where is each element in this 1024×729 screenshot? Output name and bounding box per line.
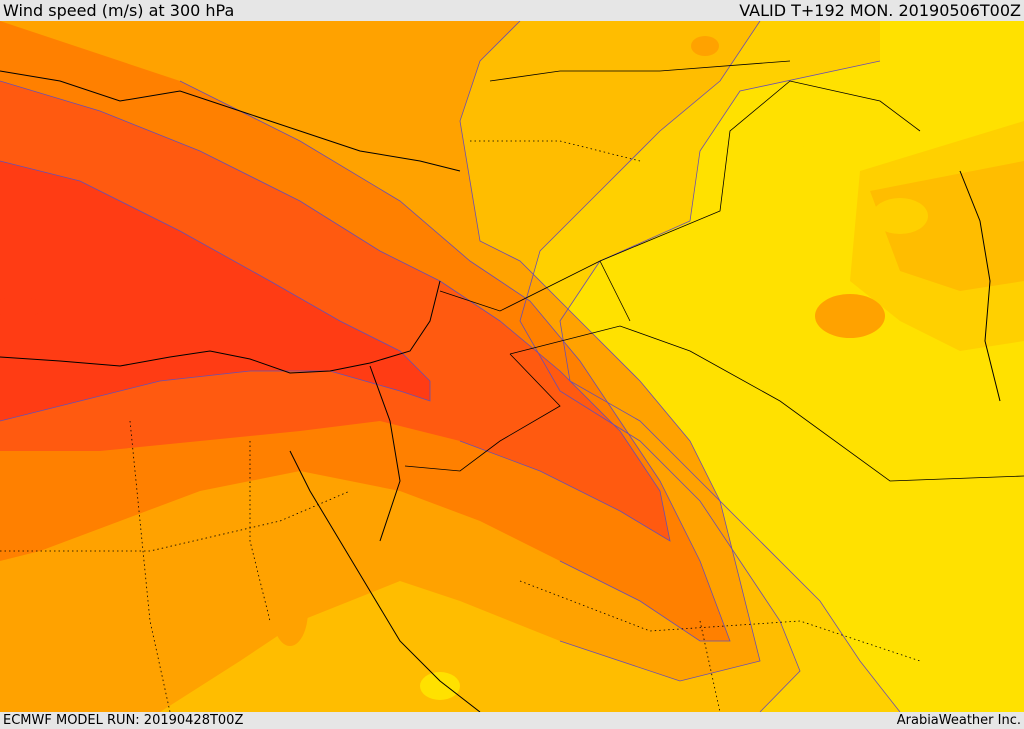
band-very-strong [0, 81, 670, 541]
model-run-label: ECMWF MODEL RUN: 20190428T00Z [3, 713, 244, 728]
contour-line [459, 21, 761, 682]
border-line [599, 260, 631, 322]
border-line [489, 60, 791, 82]
contour-line [0, 160, 431, 422]
coastline-gulf [959, 170, 1001, 402]
coastline-mediterranean-south [0, 280, 441, 374]
map-footer: ECMWF MODEL RUN: 20190428T00Z ArabiaWeat… [0, 712, 1024, 729]
weak-pocket [420, 672, 460, 700]
coastlines [0, 70, 1001, 712]
contour-line [0, 80, 671, 542]
weak-pocket [740, 118, 810, 154]
band-jet-core [0, 161, 430, 421]
map-title: Wind speed (m/s) at 300 hPa [3, 1, 235, 20]
border-line [439, 80, 921, 312]
contour-line [559, 60, 901, 712]
moderate-pocket [815, 294, 885, 338]
border-line [404, 353, 561, 472]
province-border [129, 420, 171, 712]
coastline-anatolia [0, 70, 461, 172]
wind-speed-map[interactable] [0, 21, 1024, 712]
coastline-sinai [369, 365, 401, 542]
province-border [470, 140, 641, 162]
map-header: Wind speed (m/s) at 300 hPa VALID T+192 … [0, 0, 1024, 21]
valid-time-label: VALID T+192 MON. 20190506T00Z [739, 1, 1021, 20]
wind-map-svg [0, 21, 1024, 712]
jet-max-pocket [0, 297, 44, 317]
coastline-red-sea [289, 450, 481, 712]
border-line [509, 325, 1024, 482]
province-borders [0, 140, 921, 712]
weak-pocket [935, 664, 1024, 708]
weak-pocket [915, 36, 985, 86]
borders [404, 60, 1024, 482]
contour-line [179, 80, 731, 642]
credit-label: ArabiaWeather Inc. [896, 713, 1021, 728]
moderate-pocket [691, 36, 719, 56]
light-pocket [272, 576, 308, 646]
province-border [249, 441, 271, 622]
province-border [0, 490, 351, 552]
province-border [699, 620, 721, 712]
contour-line [519, 21, 801, 712]
band-light-east [870, 161, 1024, 291]
weak-pocket [735, 187, 795, 215]
weak-pocket [872, 198, 928, 234]
contour-lines [0, 21, 901, 712]
